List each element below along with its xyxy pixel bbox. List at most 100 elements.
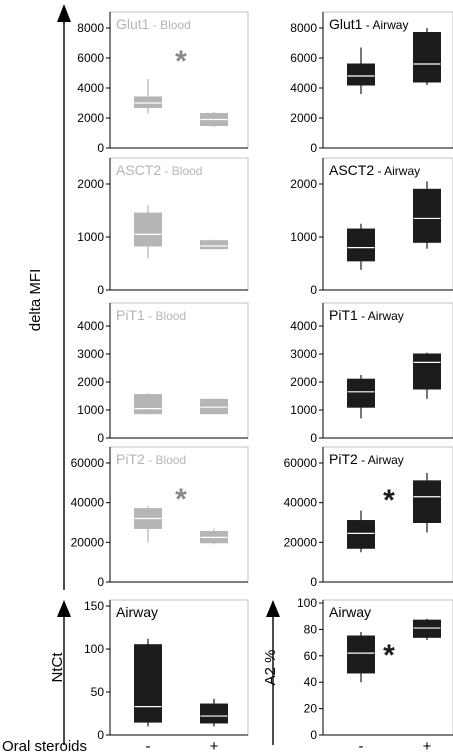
y-tick-label: 0 bbox=[97, 141, 104, 155]
y-tick-label: 100 bbox=[297, 596, 317, 610]
y-tick-label: 2000 bbox=[77, 177, 104, 191]
panel-title-sample: - Blood bbox=[145, 309, 186, 323]
box-body bbox=[413, 480, 441, 524]
panel-title-sample: - Blood bbox=[149, 18, 190, 32]
panel-title-name: Glut1 bbox=[116, 16, 150, 32]
y-tick-label: 0 bbox=[310, 728, 317, 742]
panel-y-label: NtCt bbox=[49, 652, 66, 683]
y-tick-label: 6000 bbox=[77, 51, 104, 65]
panel-title-sample: - Airway bbox=[374, 164, 420, 178]
panel-title: ASCT2 - Blood bbox=[116, 162, 202, 178]
y-tick-label: 40000 bbox=[284, 496, 318, 510]
y-tick-label: 40000 bbox=[71, 496, 105, 510]
y-tick-label: 0 bbox=[310, 431, 317, 445]
y-axis-title-group: delta MFI bbox=[27, 269, 44, 332]
panel-title-name: Airway bbox=[116, 604, 158, 620]
panel-title: ASCT2 - Airway bbox=[329, 162, 420, 178]
panel-title-name: ASCT2 bbox=[116, 162, 161, 178]
y-tick-label: 0 bbox=[97, 575, 104, 589]
box-body bbox=[413, 353, 441, 390]
box-body bbox=[413, 32, 441, 83]
y-tick-label: 50 bbox=[91, 685, 105, 699]
box-body bbox=[134, 212, 162, 247]
y-tick-label: 2000 bbox=[290, 375, 317, 389]
chart-panel-pit1-blood: 0 1000 2000 3000 4000 PiT1 - Blood bbox=[77, 302, 249, 445]
chart-panel-airway-airway: 0 20 40 60 80 100 Airway * A2 % bbox=[262, 596, 453, 742]
y-tick-label: 6000 bbox=[290, 51, 317, 65]
panel-title-sample: - Airway bbox=[362, 18, 408, 32]
ntct-arrowhead bbox=[57, 600, 71, 617]
y-tick-label: 4000 bbox=[290, 81, 317, 95]
panel-title-name: Glut1 bbox=[329, 16, 363, 32]
box-body bbox=[134, 96, 162, 108]
box-body bbox=[347, 228, 375, 262]
y-tick-label: 8000 bbox=[290, 21, 317, 35]
chart-panel-pit1-airway: 0 1000 2000 3000 4000 PiT1 - Airway bbox=[290, 302, 453, 445]
panel-title-name: PiT1 bbox=[329, 307, 358, 323]
chart-panel-glut1-blood: 0 2000 4000 6000 8000 Glut1 - Blood * bbox=[77, 11, 249, 155]
y-tick-label: 20 bbox=[304, 702, 318, 716]
y-tick-label: 3000 bbox=[290, 347, 317, 361]
box-body bbox=[200, 703, 228, 724]
y-tick-label: 4000 bbox=[290, 319, 317, 333]
y-tick-label: 4000 bbox=[77, 319, 104, 333]
chart-panel-asct2-blood: 0 1000 2000 ASCT2 - Blood bbox=[77, 157, 249, 297]
y-tick-label: 0 bbox=[310, 575, 317, 589]
chart-panel-airway-airway: 0 50 100 150 Airway NtCt bbox=[49, 599, 249, 742]
panel-title: Airway bbox=[116, 604, 158, 620]
y-tick-label: 8000 bbox=[77, 21, 104, 35]
y-tick-label: 0 bbox=[310, 283, 317, 297]
x-category-label: + bbox=[210, 738, 219, 755]
significance-star: * bbox=[175, 483, 187, 516]
chart-panel-glut1-airway: 0 2000 4000 6000 8000 Glut1 - Airway bbox=[290, 11, 453, 155]
box-body bbox=[347, 635, 375, 674]
panel-title: Airway bbox=[329, 604, 371, 620]
box-body bbox=[347, 378, 375, 408]
delta-mfi-arrowhead bbox=[57, 4, 71, 22]
y-tick-label: 0 bbox=[97, 283, 104, 297]
panel-title-sample: - Airway bbox=[358, 309, 404, 323]
x-category-label: - bbox=[146, 738, 151, 755]
panel-title: Glut1 - Airway bbox=[329, 16, 408, 32]
panel-title-name: PiT2 bbox=[116, 451, 145, 467]
panel-title-sample: - Blood bbox=[145, 453, 186, 467]
box-body bbox=[200, 240, 228, 250]
y-tick-label: 150 bbox=[84, 599, 104, 613]
y-tick-label: 20000 bbox=[71, 535, 105, 549]
panel-title: PiT1 - Airway bbox=[329, 307, 404, 323]
panel-y-label: A2 % bbox=[262, 650, 279, 686]
panel-title-sample: - Airway bbox=[358, 453, 404, 467]
significance-star: * bbox=[175, 45, 187, 78]
box-body bbox=[413, 188, 441, 243]
y-tick-label: 2000 bbox=[77, 375, 104, 389]
panel-title: PiT2 - Airway bbox=[329, 451, 404, 467]
y-tick-label: 0 bbox=[97, 728, 104, 742]
box-body bbox=[347, 63, 375, 86]
box-body bbox=[347, 520, 375, 549]
figure-axes: - + - + bbox=[57, 4, 432, 755]
y-tick-label: 100 bbox=[84, 642, 104, 656]
y-tick-label: 60000 bbox=[71, 456, 105, 470]
panel-title: PiT1 - Blood bbox=[116, 307, 186, 323]
y-tick-label: 2000 bbox=[290, 111, 317, 125]
chart-panel-pit2-airway: 0 20000 40000 60000 PiT2 - Airway * bbox=[284, 446, 453, 589]
y-tick-label: 3000 bbox=[77, 347, 104, 361]
chart-panel-asct2-airway: 0 1000 2000 ASCT2 - Airway bbox=[290, 157, 453, 297]
y-tick-label: 60 bbox=[304, 649, 318, 663]
panel-title-name: PiT1 bbox=[116, 307, 145, 323]
chart-panel-pit2-blood: 0 20000 40000 60000 PiT2 - Blood * bbox=[71, 446, 249, 589]
panel-title-sample: - Blood bbox=[161, 164, 202, 178]
box-body bbox=[413, 619, 441, 638]
box-body bbox=[200, 398, 228, 415]
significance-star: * bbox=[383, 639, 395, 672]
y-tick-label: 4000 bbox=[77, 81, 104, 95]
panel-frame bbox=[109, 11, 249, 149]
panel-frame bbox=[109, 302, 249, 439]
y-tick-label: 40 bbox=[304, 675, 318, 689]
panel-title-name: ASCT2 bbox=[329, 162, 374, 178]
panel-title: Glut1 - Blood bbox=[116, 16, 191, 32]
y-tick-label: 1000 bbox=[290, 403, 317, 417]
y-tick-label: 80 bbox=[304, 622, 318, 636]
